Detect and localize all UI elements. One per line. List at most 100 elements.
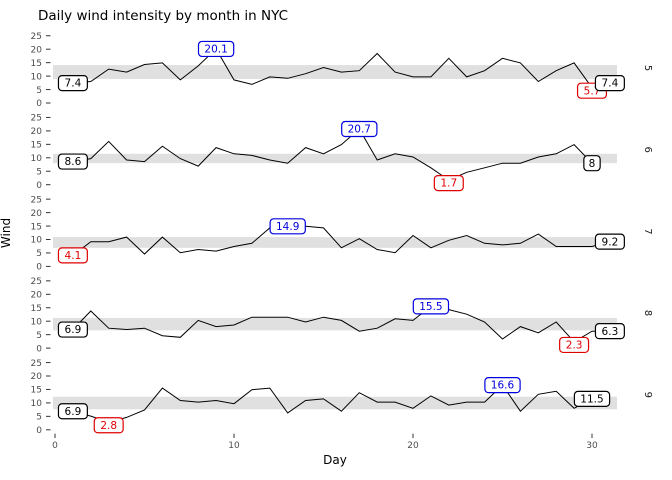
y-tick-label: 0 [36,181,42,191]
last-value-text: 11.5 [580,393,603,405]
last-value-text: 7.4 [602,78,619,90]
first-value-text: 8.6 [65,156,82,168]
y-tick-label: 5 [36,86,42,96]
iqr-band [53,153,617,164]
x-tick-label: 20 [407,441,419,451]
y-tick-label: 15 [31,304,42,314]
y-tick-label: 5 [36,413,42,423]
min-value-label: 1.7 [433,175,464,192]
max-value-label: 15.5 [412,298,450,315]
max-value-text: 15.5 [419,301,442,313]
wind-line [72,48,611,89]
iqr-band [53,317,617,331]
max-value-label: 16.6 [484,377,521,394]
y-tick-label: 20 [31,291,43,301]
max-value-label: 14.9 [269,218,306,235]
last-value-label: 11.5 [573,390,611,407]
y-tick-label: 20 [31,45,43,55]
x-tick-label: 0 [52,441,58,451]
y-tick-label: 10 [31,154,43,164]
facet-strip-label: 6 [642,147,653,153]
x-tick-label: 30 [586,441,598,451]
max-value-box [484,377,521,394]
min-value-label: 2.8 [93,417,124,434]
last-value-box [594,323,625,340]
y-tick-label: 0 [36,99,42,109]
y-tick-label: 5 [36,331,42,341]
facet-month-9: 0 5 10 15 20 25 9 6.9 2.8 16.6 11.5 [31,359,653,436]
y-tick-label: 0 [36,426,42,436]
y-tick-label: 10 [31,72,43,82]
min-value-text: 2.8 [100,420,117,432]
min-value-box [93,417,124,434]
x-axis-title: Day [323,453,347,467]
max-value-text: 16.6 [491,380,515,392]
max-value-box [197,40,235,58]
y-tick-label: 10 [31,399,43,409]
y-tick-label: 25 [31,195,42,205]
min-value-text: 2.3 [566,340,583,352]
last-value-label: 8 [583,155,601,172]
first-value-box [57,321,88,338]
y-tick-label: 25 [31,114,42,124]
y-tick-label: 0 [36,263,42,273]
max-value-label: 20.1 [197,40,235,58]
first-value-box [57,247,88,264]
last-value-box [583,155,601,172]
first-value-label: 6.9 [57,321,88,338]
first-value-text: 6.9 [65,324,82,336]
y-tick-label: 20 [31,127,43,137]
max-value-label: 20.7 [341,120,378,138]
first-value-text: 7.4 [65,78,82,90]
first-value-text: 6.9 [65,406,82,418]
last-value-box [594,74,625,92]
y-tick-label: 5 [36,249,42,259]
first-value-label: 4.1 [57,247,88,264]
first-value-box [57,403,88,420]
max-value-text: 20.1 [204,44,227,56]
first-value-label: 7.4 [57,74,88,92]
y-tick-label: 5 [36,167,42,177]
y-axis-title: Wind [0,217,13,249]
y-tick-label: 10 [31,317,43,327]
first-value-box [57,74,88,92]
facet-month-8: 0 5 10 15 20 25 8 6.9 15.5 2.3 6.3 [31,277,653,354]
y-tick-label: 20 [31,209,43,219]
y-tick-label: 20 [31,372,43,382]
iqr-band [53,237,617,248]
max-value-box [269,218,306,235]
y-tick-label: 10 [31,236,43,246]
min-value-text: 1.7 [440,178,457,190]
facet-month-6: 0 5 10 15 20 25 6 8.6 20.7 1.7 8 [31,114,653,192]
min-value-box [559,336,590,354]
wind-line [72,128,593,181]
facet-strip-label: 7 [642,228,653,234]
last-value-text: 8 [589,158,596,170]
facet-month-7: 0 5 10 15 20 25 7 4.1 14.9 9.2 [31,195,653,272]
last-value-label: 6.3 [594,323,625,340]
min-value-label: 2.3 [559,336,590,354]
max-value-box [412,298,450,315]
iqr-band [53,396,617,410]
last-value-label: 9.2 [594,233,625,250]
last-value-text: 6.3 [602,326,619,338]
last-value-box [594,233,625,250]
y-tick-label: 25 [31,359,42,369]
facet-strip-label: 5 [642,65,653,71]
facet-strip-label: 8 [642,310,653,316]
last-value-label: 7.4 [594,74,625,92]
y-tick-label: 15 [31,386,42,396]
x-axis: 0 10 20 30 [52,433,598,451]
last-value-box [573,390,611,407]
y-tick-label: 15 [31,222,42,232]
y-tick-label: 0 [36,344,42,354]
wind-line [72,225,611,256]
y-tick-label: 15 [31,59,42,69]
first-value-box [57,153,88,170]
y-tick-label: 25 [31,32,42,42]
max-value-box [341,120,378,138]
y-tick-label: 25 [31,277,42,287]
